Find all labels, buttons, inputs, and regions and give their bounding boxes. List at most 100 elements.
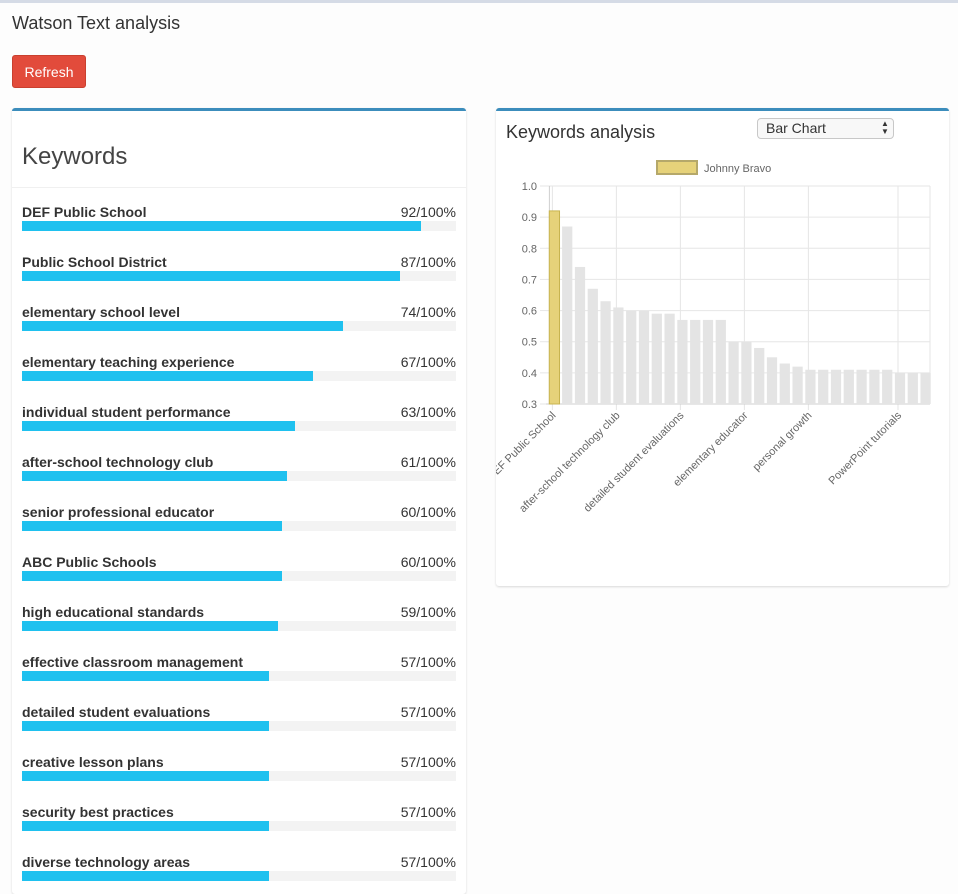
keyword-relevance-fill [22, 271, 400, 281]
y-tick-label: 0.8 [522, 243, 537, 255]
legend-label: Johnny Bravo [704, 163, 771, 175]
keyword-item: diverse technology areas 57/100% [22, 854, 456, 894]
keyword-label: Public School District [22, 254, 167, 270]
keyword-label: elementary teaching experience [22, 354, 235, 370]
keyword-relevance-bar [22, 471, 456, 481]
keyword-relevance-bar [22, 621, 456, 631]
y-tick-label: 0.3 [522, 399, 537, 411]
bar [715, 319, 726, 404]
keyword-item: creative lesson plans 57/100% [22, 754, 456, 804]
keyword-relevance-bar [22, 821, 456, 831]
keyword-relevance-bar [22, 571, 456, 581]
keyword-relevance-fill [22, 821, 270, 831]
keyword-score: 57/100% [400, 654, 456, 670]
keyword-relevance-bar [22, 421, 456, 431]
keyword-score: 60/100% [400, 504, 456, 520]
keyword-relevance-fill [22, 371, 313, 381]
keyword-relevance-fill [22, 621, 279, 631]
keyword-relevance-fill [22, 671, 270, 681]
keyword-item: security best practices 57/100% [22, 804, 456, 854]
bar [587, 288, 598, 404]
keyword-relevance-fill [22, 771, 270, 781]
keyword-label: high educational standards [22, 604, 205, 620]
keyword-label: DEF Public School [22, 204, 147, 220]
keyword-score: 57/100% [400, 704, 456, 720]
bar [805, 369, 816, 404]
keyword-item: effective classroom management 57/100% [22, 654, 456, 704]
bar [894, 372, 906, 404]
keyword-item: ABC Public Schools 60/100% [22, 554, 456, 604]
keyword-score: 57/100% [400, 804, 456, 820]
keywords-analysis-title: Keywords analysis [506, 122, 656, 142]
bar [754, 347, 765, 404]
y-tick-label: 0.6 [522, 306, 537, 318]
keyword-item: detailed student evaluations 57/100% [22, 704, 456, 754]
keyword-label: security best practices [22, 804, 174, 820]
keyword-score: 57/100% [400, 854, 456, 870]
bar [843, 369, 854, 404]
bar [677, 319, 688, 404]
bar [741, 341, 752, 404]
bar [562, 226, 573, 404]
bar [690, 319, 701, 404]
keyword-relevance-bar [22, 771, 456, 781]
keyword-label: diverse technology areas [22, 854, 191, 870]
keyword-label: effective classroom management [22, 654, 243, 670]
bar [907, 372, 918, 404]
y-tick-label: 0.4 [522, 368, 537, 380]
bar [651, 313, 662, 404]
keyword-score: 57/100% [400, 754, 456, 770]
keywords-analysis-panel: Keywords analysis Bar Chart ▲ ▼ Johnny Br… [496, 108, 949, 586]
bar [664, 313, 675, 404]
bar [766, 357, 778, 404]
keyword-score: 74/100% [400, 304, 456, 320]
bar [779, 363, 790, 404]
x-tick-label: personal growth [751, 410, 815, 474]
y-tick-label: 0.5 [522, 337, 537, 349]
keyword-relevance-fill [22, 571, 283, 581]
keywords-panel-title: Keywords [22, 143, 128, 170]
keyword-label: senior professional educator [22, 504, 215, 520]
bar [638, 310, 650, 404]
keywords-panel: Keywords DEF Public School 92/100% Public … [12, 108, 466, 894]
bar [856, 369, 867, 404]
keyword-relevance-fill [22, 871, 270, 881]
select-updown-arrows-icon: ▲ ▼ [881, 119, 889, 136]
keyword-item: elementary school level 74/100% [22, 304, 456, 354]
keyword-item: elementary teaching experience 67/100% [22, 354, 456, 404]
keyword-label: creative lesson plans [22, 754, 164, 770]
keywords-list: DEF Public School 92/100% Public School Di… [22, 204, 456, 894]
keyword-relevance-fill [22, 521, 283, 531]
keyword-score: 87/100% [400, 254, 456, 270]
keyword-relevance-bar [22, 271, 456, 281]
y-tick-label: 0.9 [522, 212, 537, 224]
keyword-relevance-fill [22, 321, 344, 331]
bar [869, 369, 880, 404]
bar [920, 372, 931, 404]
bar [792, 366, 803, 404]
refresh-button[interactable]: Refresh [12, 55, 86, 88]
keyword-label: individual student performance [22, 404, 231, 420]
chart-type-selected: Bar Chart [766, 120, 826, 136]
keyword-relevance-bar [22, 721, 456, 731]
keyword-score: 60/100% [400, 554, 456, 570]
panel-divider [12, 187, 466, 188]
keyword-item: DEF Public School 92/100% [22, 204, 456, 254]
x-tick-label: DEF Public School [496, 410, 559, 483]
keyword-relevance-bar [22, 371, 456, 381]
keyword-item: senior professional educator 60/100% [22, 504, 456, 554]
keyword-label: after-school technology club [22, 454, 214, 470]
bar [613, 307, 624, 404]
bar [830, 369, 842, 404]
keyword-score: 63/100% [400, 404, 456, 420]
chart-type-select[interactable]: Bar Chart [757, 118, 894, 139]
bar [626, 310, 637, 404]
keyword-relevance-bar [22, 221, 456, 231]
bar [548, 210, 561, 405]
keyword-item: individual student performance 63/100% [22, 404, 456, 454]
keyword-relevance-fill [22, 721, 270, 731]
keyword-label: ABC Public Schools [22, 554, 157, 570]
bar [574, 266, 586, 404]
x-tick-label: PowerPoint tutorials [826, 409, 904, 487]
keyword-relevance-bar [22, 871, 456, 881]
